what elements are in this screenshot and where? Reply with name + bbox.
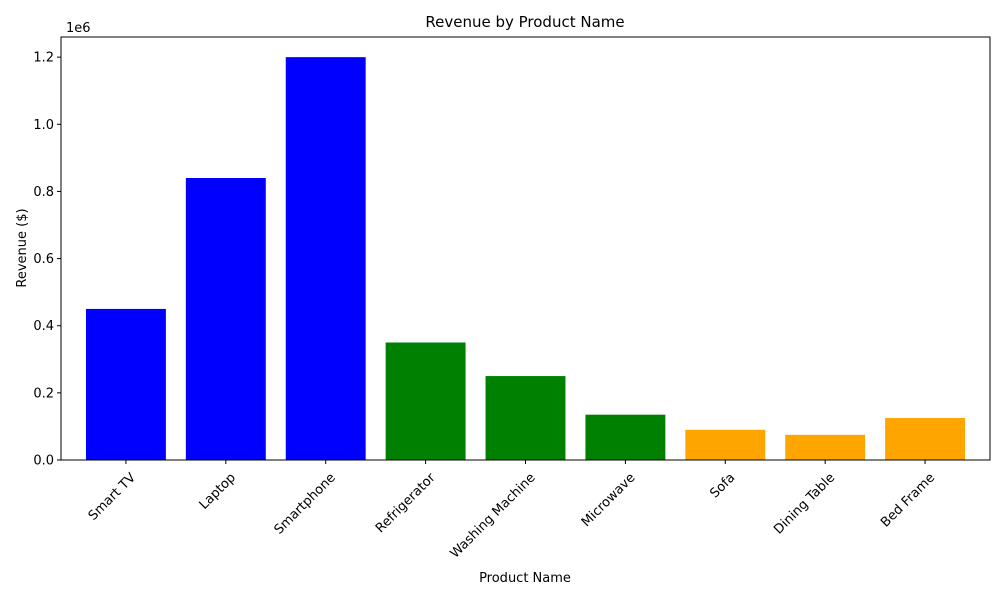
x-axis: Smart TV Laptop Smartphone Refrigerator Wash… xyxy=(86,460,938,561)
y-tick-label: 1.2 xyxy=(33,51,54,66)
bar-refrigerator xyxy=(385,342,466,460)
bar-sofa xyxy=(685,429,766,460)
y-tick-label: 0.8 xyxy=(33,185,54,200)
bar-microwave xyxy=(585,414,666,460)
bar-washing-machine xyxy=(485,376,566,460)
y-tick-label: 0.4 xyxy=(33,319,54,334)
y-axis: 0.0 0.2 0.4 0.6 0.8 1.0 1.2 xyxy=(33,51,61,469)
x-tick-label: Microwave xyxy=(579,470,639,530)
bar-dining-table xyxy=(785,434,866,460)
y-scale-label: 1e6 xyxy=(66,21,91,36)
plot-frame xyxy=(60,36,991,461)
x-tick-label: Smartphone xyxy=(272,470,339,537)
bar-bed-frame xyxy=(885,418,966,460)
y-tick-label: 0.6 xyxy=(33,252,54,267)
x-tick-label: Sofa xyxy=(707,470,738,501)
y-tick-label: 0.2 xyxy=(33,386,54,401)
x-axis-title: Product Name xyxy=(479,571,571,586)
x-tick-label: Refrigerator xyxy=(373,470,439,536)
bars-layer xyxy=(85,57,966,461)
bar-smart-tv xyxy=(85,308,166,460)
x-tick-label: Smart TV xyxy=(86,470,139,523)
y-tick-label: 0.0 xyxy=(33,454,54,469)
x-tick-label: Dining Table xyxy=(771,470,838,537)
y-axis-title: Revenue ($) xyxy=(15,208,30,287)
bar-smartphone xyxy=(285,57,366,461)
bar-laptop xyxy=(185,178,266,460)
y-tick-label: 1.0 xyxy=(33,118,54,133)
x-tick-label: Bed Frame xyxy=(878,470,938,530)
chart-title: Revenue by Product Name xyxy=(425,13,624,31)
x-tick-label: Laptop xyxy=(197,470,239,512)
x-tick-label: Washing Machine xyxy=(448,470,539,561)
